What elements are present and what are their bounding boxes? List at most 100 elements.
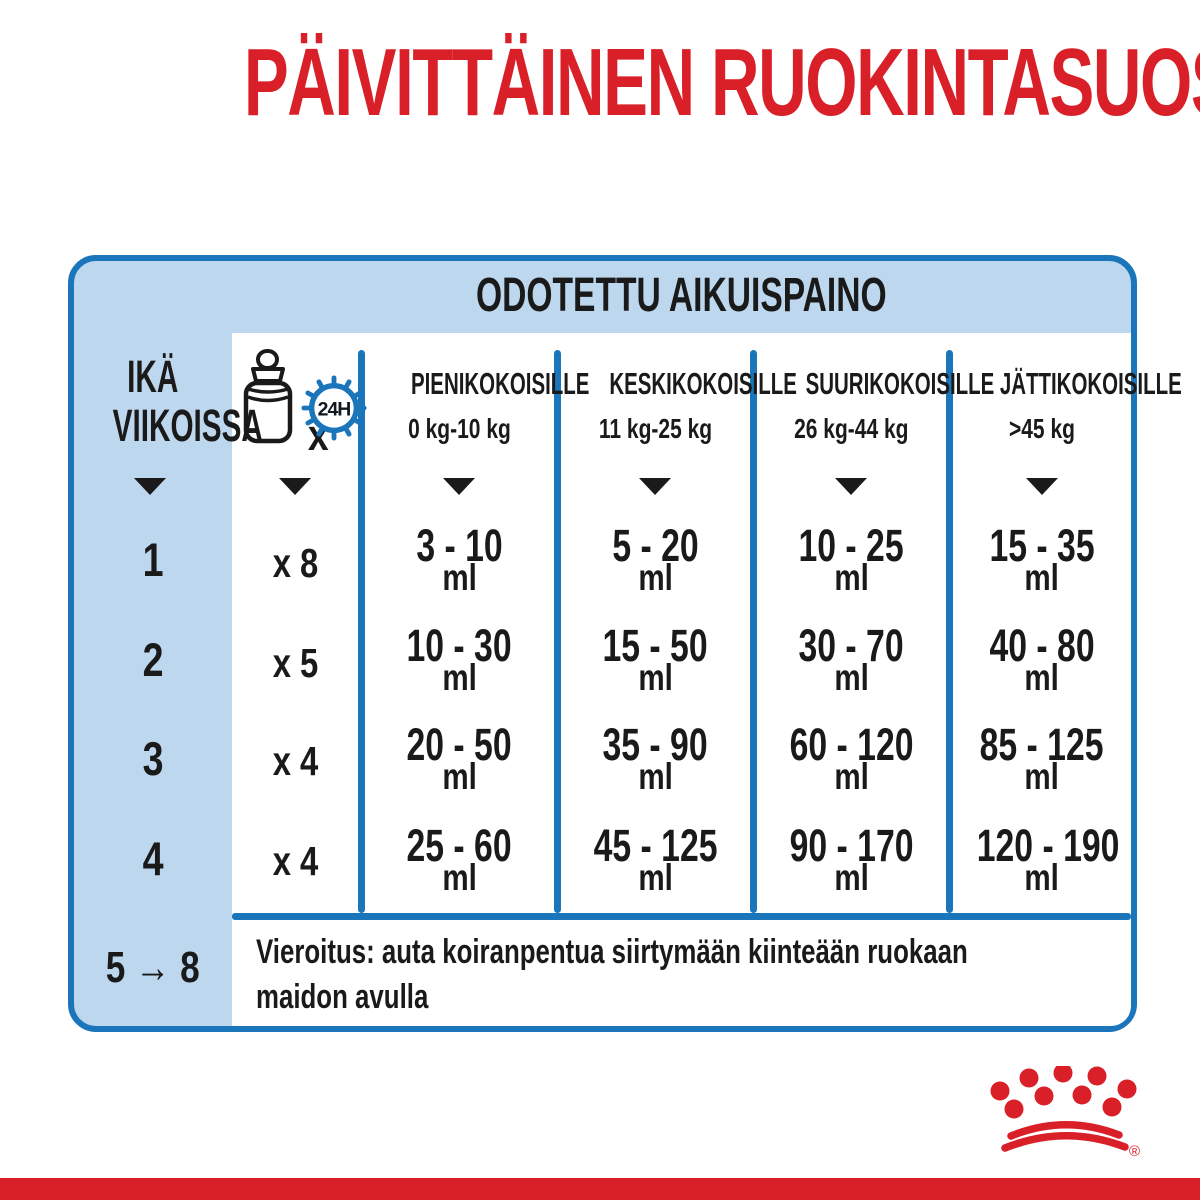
amount-value: 20 - 50	[406, 719, 513, 770]
unit-label: ml	[757, 857, 946, 899]
table-white-panel	[232, 333, 1131, 1026]
unit-text: ml	[442, 756, 477, 797]
column-divider	[554, 350, 561, 913]
unit-text: ml	[442, 557, 477, 598]
age-cell: 2	[74, 633, 232, 687]
unit-label: ml	[953, 657, 1131, 699]
amount-value: 40 - 80	[989, 620, 1095, 671]
size-column-label-text: PIENIKOKOISILLE	[410, 366, 590, 401]
feeds-value: x 5	[272, 640, 318, 686]
unit-text: ml	[834, 756, 869, 797]
age-label-text: IKÄ	[127, 351, 179, 402]
weaning-age-value: 5 → 8	[106, 943, 200, 992]
amount-cell: 40 - 80	[953, 619, 1131, 673]
unit-text: ml	[1024, 857, 1060, 898]
unit-label: ml	[365, 756, 554, 798]
registered-mark: ®	[1129, 1143, 1140, 1158]
amount-value: 45 - 125	[593, 820, 718, 871]
feeds-cell: x 4	[232, 834, 358, 888]
weaning-text-line2-content: maidon avulla	[256, 978, 429, 1016]
column-divider	[358, 350, 365, 913]
age-column-label-line2: VIIKOISSA	[74, 401, 263, 450]
age-value: 4	[142, 832, 164, 885]
amount-value: 90 - 170	[789, 820, 914, 871]
amount-value: 10 - 30	[406, 620, 513, 671]
size-column-label: SUURIKOKOISILLE	[757, 362, 995, 406]
bottom-red-bar	[0, 1178, 1200, 1200]
amount-value: 35 - 90	[602, 719, 709, 770]
feeds-cell: x 8	[232, 536, 358, 590]
amount-cell: 35 - 90	[561, 718, 750, 772]
amount-cell: 60 - 120	[757, 718, 946, 772]
amount-cell: 10 - 30	[365, 619, 554, 673]
down-triangle-icon	[443, 478, 475, 495]
amount-value: 85 - 125	[980, 719, 1104, 770]
feeds-value: x 8	[272, 540, 318, 586]
weight-range-text: 11 kg-25 kg	[598, 413, 713, 444]
weaning-text-line1: Vieroitus: auta koiranpentua siirtymään …	[256, 930, 1126, 975]
amount-value: 30 - 70	[798, 620, 905, 671]
feeds-cell: x 5	[232, 636, 358, 690]
unit-text: ml	[1024, 756, 1060, 797]
amount-value: 25 - 60	[406, 820, 513, 871]
amount-cell: 20 - 50	[365, 718, 554, 772]
amount-value: 60 - 120	[789, 719, 914, 770]
amount-cell: 3 - 10	[365, 519, 554, 573]
amount-value: 15 - 35	[989, 520, 1095, 571]
amount-cell: 30 - 70	[757, 619, 946, 673]
age-value: 2	[142, 633, 164, 686]
size-column-label-text: JÄTTIKOKOISILLE	[999, 366, 1182, 401]
unit-text: ml	[834, 557, 869, 598]
unit-label: ml	[365, 857, 554, 899]
unit-text: ml	[1024, 657, 1060, 698]
clock-24h-icon: 24H	[301, 375, 367, 441]
amount-cell: 25 - 60	[365, 819, 554, 873]
unit-label: ml	[953, 557, 1131, 599]
feeds-cell: x 4	[232, 734, 358, 788]
size-column-label-text: KESKIKOKOISILLE	[609, 366, 797, 401]
amount-value: 15 - 50	[602, 620, 709, 671]
amount-cell: 10 - 25	[757, 519, 946, 573]
amount-value: 5 - 20	[612, 520, 699, 571]
age-label-text: VIIKOISSA	[112, 400, 263, 451]
unit-text: ml	[442, 857, 477, 898]
unit-text: ml	[638, 657, 673, 698]
unit-label: ml	[561, 756, 750, 798]
column-divider	[750, 350, 757, 913]
unit-text: ml	[1024, 557, 1060, 598]
unit-text: ml	[638, 857, 673, 898]
unit-text: ml	[442, 657, 477, 698]
age-cell: 4	[74, 832, 232, 886]
unit-label: ml	[365, 657, 554, 699]
unit-label: ml	[365, 557, 554, 599]
amount-cell: 85 - 125	[953, 718, 1131, 772]
column-divider	[946, 350, 953, 913]
weight-range-label: 11 kg-25 kg	[561, 408, 750, 450]
unit-text: ml	[638, 756, 673, 797]
size-column-label: KESKIKOKOISILLE	[561, 362, 797, 406]
age-column-label-line1: IKÄ	[74, 352, 232, 401]
size-column-label: JÄTTIKOKOISILLE	[953, 362, 1182, 406]
page-title: PÄIVITTÄINEN RUOKINTASUOSITUS	[0, 26, 1200, 140]
clock-24h-label: 24H	[318, 398, 351, 420]
unit-text: ml	[834, 857, 869, 898]
baby-bottle-icon	[243, 349, 293, 444]
page-title-text: PÄIVITTÄINEN RUOKINTASUOSITUS	[243, 29, 1200, 136]
amount-cell: 15 - 35	[953, 519, 1131, 573]
royal-canin-crown-logo: ®	[990, 1066, 1140, 1158]
weight-range-text: >45 kg	[1009, 413, 1075, 444]
unit-label: ml	[757, 557, 946, 599]
amount-cell: 45 - 125	[561, 819, 750, 873]
amount-value: 120 - 190	[976, 820, 1120, 871]
down-triangle-icon	[835, 478, 867, 495]
age-cell: 1	[74, 533, 232, 587]
row-divider	[232, 913, 1131, 920]
down-triangle-icon	[279, 478, 311, 495]
amount-value: 3 - 10	[416, 520, 503, 571]
amount-cell: 15 - 50	[561, 619, 750, 673]
amount-cell: 90 - 170	[757, 819, 946, 873]
age-value: 1	[142, 533, 164, 586]
unit-label: ml	[953, 756, 1131, 798]
unit-text: ml	[638, 557, 673, 598]
